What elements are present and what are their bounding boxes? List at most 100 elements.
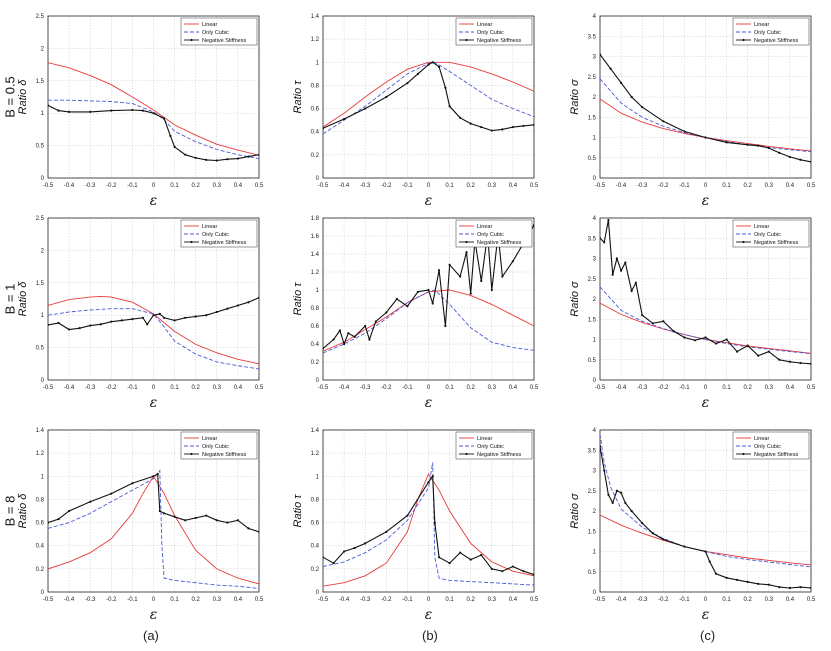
legend: Linear Only Cubic Negative Stiffness (732, 17, 810, 46)
x-tick-label: 0.1 (170, 183, 179, 189)
x-tick-label: 0.4 (509, 385, 518, 391)
y-tick-label: 3.5 (588, 448, 597, 454)
x-tick-label: 0.4 (509, 597, 518, 603)
data-point (788, 360, 792, 363)
data-point (162, 512, 166, 515)
x-tick-label: 0.3 (488, 597, 497, 603)
x-tick-label: -0.4 (616, 183, 627, 189)
x-tick-label: -0.4 (339, 183, 350, 189)
data-point (226, 307, 229, 310)
y-tick-label: 1 (41, 111, 45, 117)
data-point (799, 361, 802, 365)
y-tick-label: 1.4 (311, 14, 320, 20)
data-point (704, 336, 707, 339)
data-point (347, 332, 350, 335)
data-point (437, 65, 441, 69)
legend-label: Only Cubic (202, 444, 229, 450)
data-point (444, 86, 447, 89)
data-point (448, 105, 451, 108)
data-point (615, 257, 618, 260)
data-point (205, 158, 208, 161)
series-line-cubic (600, 286, 811, 355)
x-tick-label: 0.1 (445, 385, 454, 391)
y-tick-label: 4 (593, 14, 597, 20)
y-tick-label: 2 (593, 297, 597, 303)
data-point (511, 565, 514, 568)
data-point (736, 350, 739, 353)
x-tick-label: -0.4 (339, 597, 350, 603)
data-point (683, 336, 686, 339)
data-point (437, 556, 441, 559)
x-tick-label: 0 (152, 597, 156, 603)
data-point (600, 237, 602, 240)
y-tick-label: 1.5 (36, 281, 45, 287)
data-point (630, 289, 633, 292)
legend-marker (465, 452, 468, 456)
data-point (156, 472, 159, 476)
data-point (173, 319, 176, 322)
y-tick-label: 0.8 (36, 497, 45, 503)
data-point (48, 104, 50, 107)
x-tick-label: 0.3 (213, 597, 222, 603)
data-point (257, 153, 259, 156)
legend-marker (190, 38, 193, 42)
y-tick-label: 2.5 (36, 216, 45, 222)
data-point (374, 320, 377, 323)
data-point (406, 82, 409, 85)
y-tick-label: 0 (41, 590, 45, 596)
data-point (611, 273, 614, 276)
legend-label: Negative Stiffness (477, 38, 521, 44)
legend-label: Linear (754, 22, 769, 28)
y-tick-label: 0.8 (311, 83, 320, 89)
data-point (89, 500, 92, 503)
legend-marker (465, 240, 468, 244)
data-point (173, 515, 176, 518)
data-point (332, 338, 335, 341)
data-point (672, 330, 675, 333)
y-tick-label: 2.5 (36, 14, 45, 20)
legend: Linear Only Cubic Negative Stiffness (732, 431, 810, 460)
legend-marker (190, 452, 193, 456)
data-point (385, 530, 388, 533)
y-tick-label: 1.2 (36, 451, 45, 457)
x-tick-label: -0.1 (679, 183, 690, 189)
x-tick-label: 0.1 (445, 597, 454, 603)
y-tick-label: 0.6 (36, 521, 45, 527)
data-point (490, 288, 493, 292)
legend-label: Linear (477, 224, 492, 230)
legend-label: Negative Stiffness (754, 452, 798, 458)
x-tick-label: 0.1 (722, 385, 731, 391)
y-tick-label: 0 (316, 590, 320, 596)
legend-label: Linear (754, 436, 769, 442)
x-axis-label: ε (425, 193, 433, 209)
data-point (89, 324, 92, 327)
data-point (522, 570, 525, 573)
y-tick-label: 0 (593, 378, 597, 384)
y-tick-label: 0.5 (36, 346, 45, 352)
plot-frame (47, 217, 260, 381)
subplot: -0.5 -0.4 -0.3 -0.2 -0.1 0 0.1 0.2 0.3 0.4 0.5 0 0.2… (292, 14, 539, 209)
data-point (48, 323, 50, 327)
data-point (662, 538, 665, 541)
data-point (257, 296, 259, 299)
data-point (215, 159, 218, 162)
x-tick-label: -0.4 (339, 385, 350, 391)
x-tick-label: 0.5 (530, 183, 539, 189)
data-point (725, 338, 728, 341)
x-tick-label: -0.3 (85, 385, 96, 391)
x-tick-label: -0.3 (360, 385, 371, 391)
series-line-linear (48, 62, 259, 156)
data-point (343, 342, 346, 346)
data-point (226, 158, 229, 161)
plot-frame (47, 15, 260, 179)
y-tick-label: 0.4 (311, 130, 320, 136)
y-tick-label: 0.6 (311, 107, 320, 113)
x-tick-label: 0 (427, 597, 431, 603)
y-tick-label: 0.4 (311, 342, 320, 348)
y-axis-label: Ratio δ (17, 493, 29, 529)
data-point (767, 146, 770, 150)
data-point (480, 279, 483, 283)
data-point (120, 319, 123, 322)
data-point (532, 123, 534, 126)
data-point (236, 304, 239, 307)
